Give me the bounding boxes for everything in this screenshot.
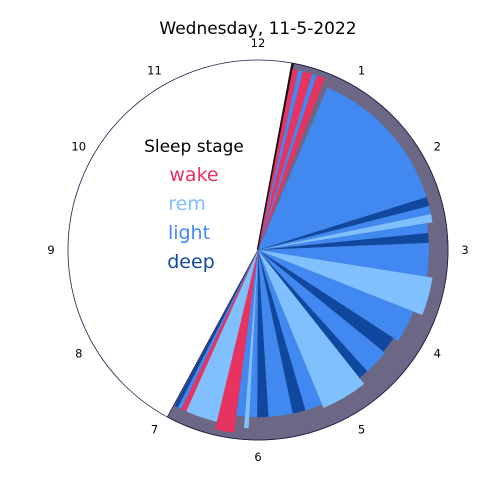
sleep-segment-light	[177, 250, 258, 410]
chart-title: Wednesday, 11-5-2022	[159, 19, 356, 39]
sleep-segment-light	[236, 250, 258, 417]
sleep-segment-rem	[258, 214, 433, 250]
sleep-stage-bars	[174, 68, 433, 433]
sleep-segment-light	[258, 206, 432, 250]
hour-label-5: 5	[358, 422, 365, 436]
sleep-start-edge	[256, 62, 294, 251]
sleep-segment-wake	[258, 68, 299, 251]
legend-entry-light: light	[168, 222, 210, 244]
hour-label-7: 7	[151, 422, 158, 436]
legend: Sleep stage wake rem light deep	[144, 137, 244, 273]
sleep-segment-deep	[258, 197, 430, 250]
sleep-segment-light	[258, 250, 414, 342]
sleep-segment-rem	[186, 250, 258, 422]
clock-face-outline	[67, 59, 449, 441]
hour-label-2: 2	[434, 140, 441, 154]
legend-entry-wake: wake	[169, 164, 218, 186]
sleep-segment-light	[249, 250, 258, 418]
hour-label-10: 10	[71, 140, 86, 154]
sleep-segment-deep	[258, 250, 394, 352]
hour-label-11: 11	[147, 64, 162, 78]
sleep-segment-light	[258, 73, 317, 250]
sleep-segment-deep	[258, 233, 429, 250]
hour-label-3: 3	[461, 243, 468, 257]
sleep-segment-light	[258, 242, 429, 277]
hour-label-12: 12	[251, 36, 266, 50]
sleep-segment-wake	[258, 75, 325, 250]
legend-title: Sleep stage	[144, 137, 244, 157]
sleep-segment-deep	[257, 250, 269, 418]
sleep-segment-light	[258, 70, 303, 250]
sleep-segment-deep	[258, 250, 368, 379]
hour-label-6: 6	[254, 450, 261, 464]
legend-entry-rem: rem	[168, 193, 206, 215]
sleep-segment-wake	[181, 250, 258, 412]
sleep-segment-light	[258, 250, 322, 411]
hour-label-4: 4	[434, 347, 441, 361]
sleep-segment-wake	[214, 250, 258, 433]
hour-label-1: 1	[358, 64, 365, 78]
hour-label-8: 8	[75, 347, 82, 361]
sleep-segment-wake	[258, 71, 313, 250]
sleep-segment-rem	[258, 250, 433, 316]
sleep-segment-deep	[258, 250, 306, 414]
sleep-segment-rem	[243, 250, 258, 429]
sleep-segment-light	[258, 87, 427, 250]
legend-entry-deep: deep	[167, 251, 215, 273]
hour-label-9: 9	[47, 243, 54, 257]
sleep-segment-light	[258, 250, 385, 372]
sleep-segment-light	[258, 250, 293, 417]
sleep-segment-rem	[258, 250, 365, 408]
sleep-segment-deep	[174, 250, 258, 408]
sleep-segment-light	[258, 223, 429, 250]
